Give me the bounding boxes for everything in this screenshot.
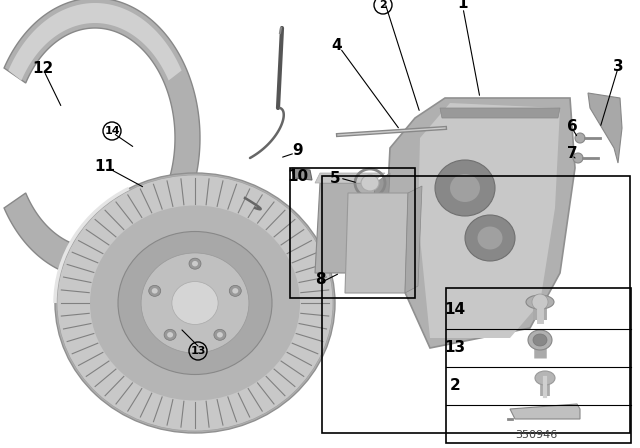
Ellipse shape [526, 295, 554, 309]
Ellipse shape [141, 253, 249, 353]
Ellipse shape [229, 285, 241, 296]
Bar [446, 288, 631, 443]
Ellipse shape [232, 288, 238, 293]
Polygon shape [315, 183, 375, 273]
Circle shape [532, 294, 548, 310]
Ellipse shape [55, 173, 335, 433]
Polygon shape [8, 3, 182, 81]
Text: 4: 4 [332, 38, 342, 52]
Circle shape [573, 153, 583, 163]
Ellipse shape [435, 160, 495, 216]
Text: 6: 6 [566, 119, 577, 134]
Ellipse shape [152, 288, 157, 293]
Text: 2: 2 [379, 0, 387, 10]
Text: 14: 14 [104, 126, 120, 136]
Text: 12: 12 [33, 60, 54, 76]
Polygon shape [370, 173, 390, 273]
Ellipse shape [535, 371, 555, 385]
Text: 350946: 350946 [515, 430, 557, 440]
Polygon shape [345, 193, 408, 293]
Bar [322, 176, 630, 433]
Ellipse shape [57, 175, 333, 431]
Ellipse shape [533, 334, 547, 346]
Ellipse shape [164, 329, 176, 340]
Ellipse shape [118, 232, 272, 375]
Polygon shape [4, 0, 200, 278]
Text: 1: 1 [458, 0, 468, 10]
Text: 11: 11 [95, 159, 115, 173]
Ellipse shape [189, 258, 201, 269]
Text: 5: 5 [330, 171, 340, 185]
Ellipse shape [465, 215, 515, 261]
Ellipse shape [90, 206, 300, 401]
Text: 13: 13 [444, 340, 465, 356]
Text: 7: 7 [566, 146, 577, 160]
Polygon shape [405, 186, 422, 293]
Bar [290, 168, 415, 298]
Text: 8: 8 [315, 272, 325, 288]
Text: 9: 9 [292, 142, 303, 158]
Text: 3: 3 [612, 59, 623, 73]
Ellipse shape [167, 332, 173, 337]
Ellipse shape [361, 175, 379, 191]
Text: 14: 14 [444, 302, 465, 318]
Ellipse shape [192, 261, 198, 267]
Ellipse shape [148, 285, 161, 296]
Polygon shape [85, 238, 160, 293]
Text: 2: 2 [450, 379, 460, 393]
Ellipse shape [477, 227, 502, 250]
Polygon shape [510, 404, 580, 419]
Polygon shape [385, 98, 575, 348]
Circle shape [575, 133, 585, 143]
Text: 13: 13 [190, 346, 205, 356]
Text: 10: 10 [287, 168, 308, 184]
Ellipse shape [450, 174, 480, 202]
Polygon shape [418, 103, 560, 338]
Ellipse shape [217, 332, 223, 337]
Polygon shape [440, 108, 560, 118]
Ellipse shape [528, 330, 552, 350]
Ellipse shape [172, 281, 218, 324]
Polygon shape [588, 93, 622, 163]
Ellipse shape [214, 329, 226, 340]
Polygon shape [315, 173, 385, 183]
Polygon shape [292, 168, 312, 180]
